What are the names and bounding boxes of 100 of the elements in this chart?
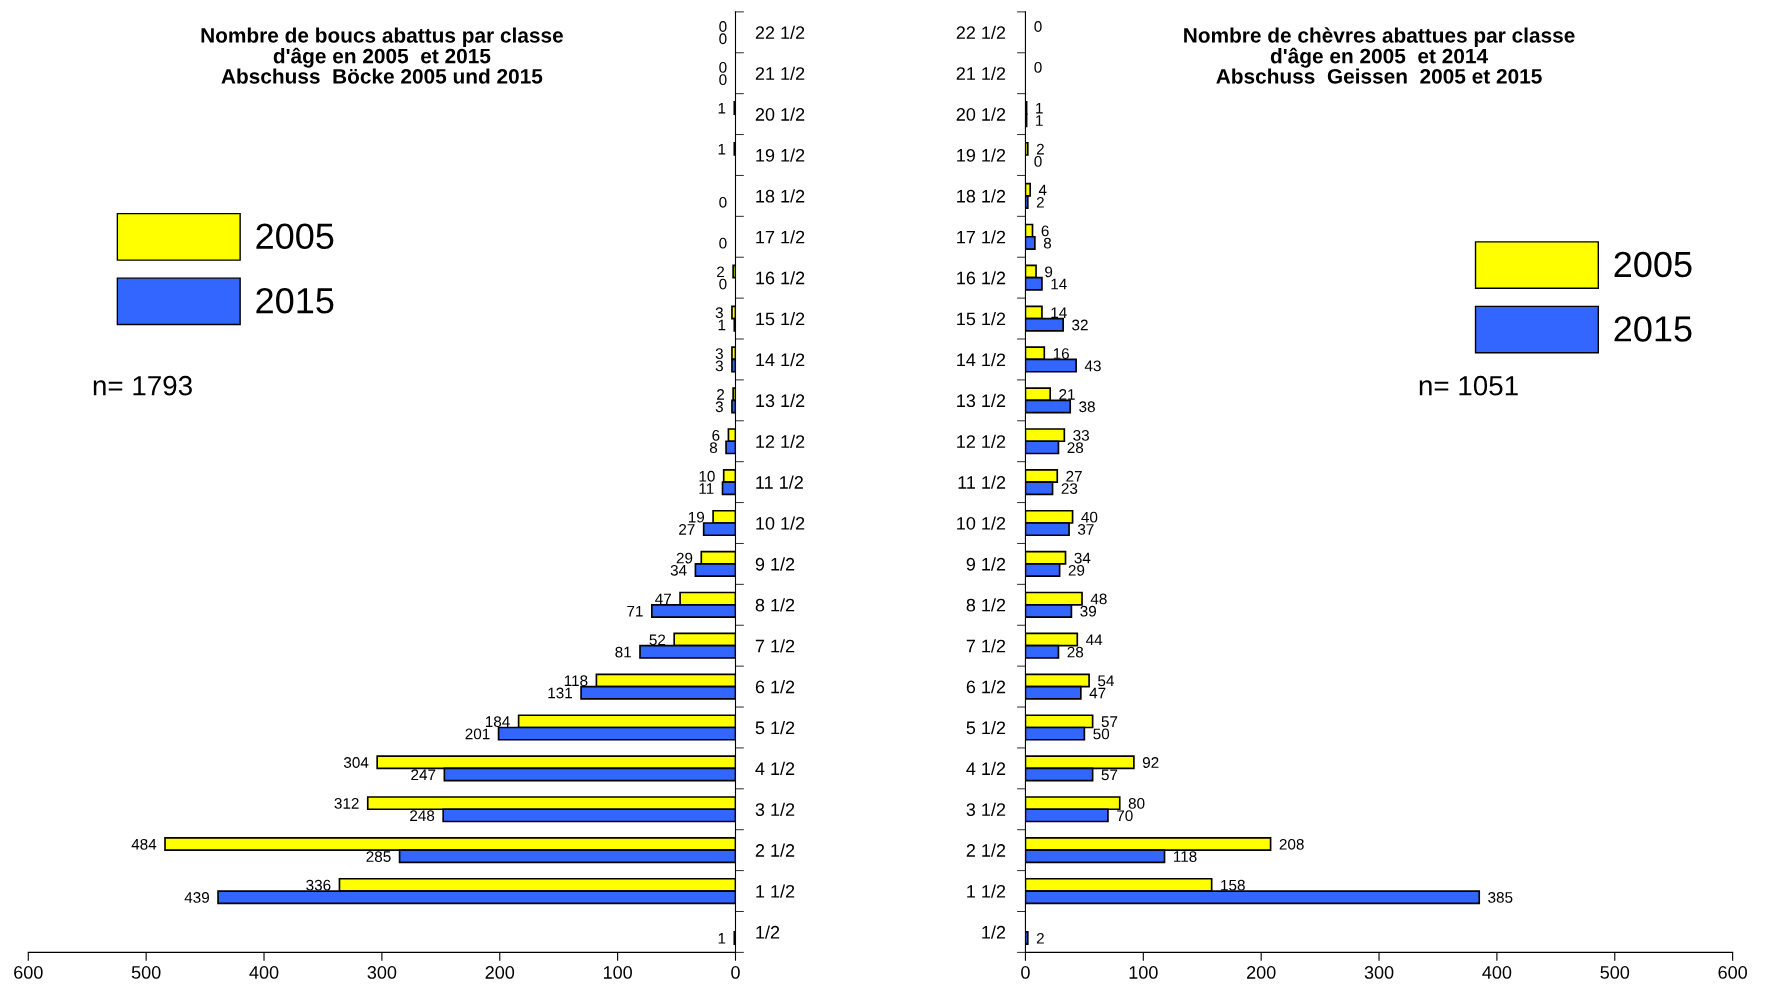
legend-label: 2005 <box>1614 251 1692 278</box>
y-tick-label: 22 1/2 <box>755 25 805 40</box>
data-label: 27 <box>1066 470 1082 482</box>
y-tick-label: 18 1/2 <box>756 189 805 203</box>
data-label: 81 <box>615 646 631 658</box>
data-label: 44 <box>1085 634 1103 646</box>
data-label: 1 <box>1036 103 1043 114</box>
data-label: 54 <box>1098 675 1114 687</box>
data-label: 50 <box>1093 728 1110 740</box>
y-tick-label: 4 1/2 <box>966 761 1006 776</box>
y-tick-label: 10 1/2 <box>957 516 1006 530</box>
y-tick-label: 13 1/2 <box>756 393 805 408</box>
x-tick-label: 600 <box>14 966 43 979</box>
y-tick-label: 14 1/2 <box>957 352 1006 367</box>
data-label: 2 <box>717 389 725 400</box>
data-label: 48 <box>1090 593 1107 605</box>
data-label: 27 <box>679 524 695 535</box>
data-label: 57 <box>1101 716 1118 728</box>
legend-label: 2005 <box>256 223 334 250</box>
data-label: 6 <box>712 429 720 441</box>
data-label: 0 <box>719 33 727 45</box>
data-label: 0 <box>719 278 727 290</box>
data-label: 10 <box>699 470 715 482</box>
y-tick-label: 17 1/2 <box>756 230 805 244</box>
y-tick-label: 4 1/2 <box>755 761 795 776</box>
data-label: 131 <box>548 687 573 699</box>
text: Nombre de chèvres abattues par classe d'âge en 2005 et 2014 Abschuss Geissen 2005 et 2015 <box>1184 27 1575 84</box>
data-label: 3 <box>715 307 723 319</box>
data-label: 0 <box>1034 61 1042 73</box>
data-label: 9 <box>1045 266 1053 278</box>
legend-label: 2015 <box>256 287 334 314</box>
data-label: 2 <box>1036 932 1044 944</box>
data-label: 1 <box>718 143 726 155</box>
data-label: 1 <box>718 319 726 331</box>
data-label: 33 <box>1073 429 1089 441</box>
x-tick-label: 0 <box>1021 966 1030 979</box>
data-label: 247 <box>411 769 436 781</box>
y-tick-label: 7 1/2 <box>755 639 795 653</box>
data-label: 3 <box>715 360 723 372</box>
y-tick-label: 19 1/2 <box>756 148 805 162</box>
y-tick-label: 3 1/2 <box>755 802 795 816</box>
y-tick-label: 7 1/2 <box>966 639 1006 653</box>
y-tick-label: 15 1/2 <box>756 312 805 326</box>
y-tick-label: 11 1/2 <box>756 475 803 489</box>
data-label: 28 <box>1067 442 1084 454</box>
data-label: 312 <box>334 797 359 809</box>
y-tick-label: 1/2 <box>756 925 780 939</box>
x-tick-label: 600 <box>1718 966 1747 979</box>
data-label: 29 <box>676 552 693 564</box>
x-tick-label: 400 <box>249 966 279 979</box>
data-label: 70 <box>1117 810 1133 822</box>
x-tick-label: 200 <box>485 966 515 979</box>
data-label: 0 <box>1034 156 1042 167</box>
y-tick-label: 12 1/2 <box>756 434 805 448</box>
data-label: 34 <box>670 564 687 576</box>
y-tick-label: 2 1/2 <box>966 843 1006 857</box>
annotation: n= 1051 <box>1419 375 1518 396</box>
x-tick-label: 200 <box>1247 966 1276 979</box>
data-label: 285 <box>366 851 391 862</box>
data-label: 47 <box>655 593 671 605</box>
x-tick-label: 400 <box>1482 966 1512 979</box>
data-label: 32 <box>1072 319 1088 331</box>
data-label: 118 <box>564 675 588 687</box>
data-label: 8 <box>709 442 718 454</box>
data-label: 184 <box>485 716 510 728</box>
y-tick-label: 3 1/2 <box>966 802 1006 816</box>
data-label: 201 <box>465 728 490 740</box>
data-label: 2 <box>1036 196 1044 208</box>
data-label: 57 <box>1101 769 1118 781</box>
data-label: 336 <box>306 879 331 891</box>
y-tick-label: 10 1/2 <box>756 516 805 530</box>
y-tick-label: 6 1/2 <box>966 680 1006 694</box>
data-label: 38 <box>1079 401 1095 413</box>
data-label: 6 <box>1041 225 1049 237</box>
y-tick-label: 16 1/2 <box>957 271 1006 285</box>
y-tick-label: 5 1/2 <box>966 720 1006 735</box>
data-label: 37 <box>1077 524 1094 535</box>
y-tick-label: 12 1/2 <box>957 434 1006 448</box>
data-label: 80 <box>1128 797 1145 809</box>
y-tick-label: 22 1/2 <box>956 25 1006 40</box>
data-label: 3 <box>715 401 723 413</box>
x-tick-label: 100 <box>603 966 632 979</box>
data-label: 8 <box>1043 237 1052 249</box>
data-label: 1 <box>1036 115 1043 126</box>
data-label: 385 <box>1488 892 1513 903</box>
y-tick-label: 20 1/2 <box>956 107 1006 121</box>
data-label: 14 <box>1051 307 1067 318</box>
data-label: 158 <box>1221 879 1245 891</box>
y-tick-label: 13 1/2 <box>957 393 1006 408</box>
y-tick-label: 1 1/2 <box>756 884 795 898</box>
data-label: 71 <box>627 605 643 617</box>
data-label: 2 <box>1036 143 1044 155</box>
data-label: 208 <box>1279 838 1304 850</box>
data-label: 19 <box>688 511 705 523</box>
y-tick-label: 18 1/2 <box>957 189 1006 203</box>
y-tick-label: 8 1/2 <box>755 598 795 612</box>
y-tick-label: 1 1/2 <box>967 884 1006 898</box>
y-tick-label: 21 1/2 <box>755 66 805 80</box>
data-label: 28 <box>1067 646 1084 658</box>
data-label: 16 <box>1053 348 1069 360</box>
